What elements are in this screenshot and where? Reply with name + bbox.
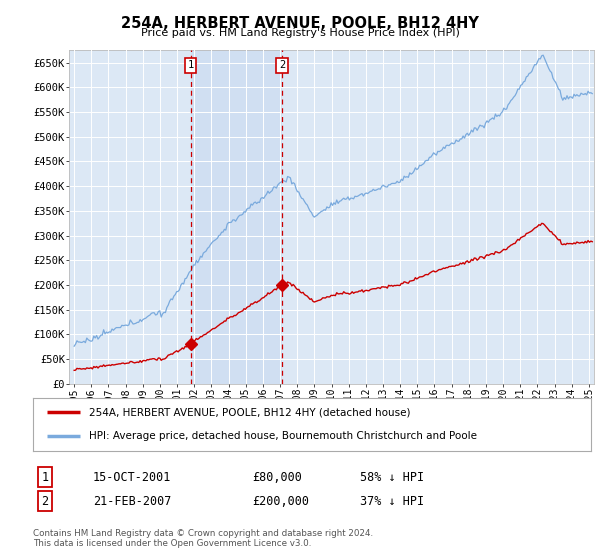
Text: 254A, HERBERT AVENUE, POOLE, BH12 4HY (detached house): 254A, HERBERT AVENUE, POOLE, BH12 4HY (d…: [89, 408, 410, 418]
Bar: [191, 50, 282, 384]
Text: 21-FEB-2007: 21-FEB-2007: [93, 494, 172, 508]
Text: This data is licensed under the Open Government Licence v3.0.: This data is licensed under the Open Gov…: [33, 539, 311, 548]
Text: Contains HM Land Registry data © Crown copyright and database right 2024.: Contains HM Land Registry data © Crown c…: [33, 529, 373, 538]
Text: £200,000: £200,000: [252, 494, 309, 508]
Text: Price paid vs. HM Land Registry's House Price Index (HPI): Price paid vs. HM Land Registry's House …: [140, 28, 460, 38]
Text: £80,000: £80,000: [252, 470, 302, 484]
Text: 58% ↓ HPI: 58% ↓ HPI: [360, 470, 424, 484]
Text: 2: 2: [41, 494, 49, 508]
Text: 254A, HERBERT AVENUE, POOLE, BH12 4HY: 254A, HERBERT AVENUE, POOLE, BH12 4HY: [121, 16, 479, 31]
Text: 1: 1: [188, 60, 194, 71]
Text: HPI: Average price, detached house, Bournemouth Christchurch and Poole: HPI: Average price, detached house, Bour…: [89, 431, 477, 441]
Text: 2: 2: [279, 60, 285, 71]
Text: 15-OCT-2001: 15-OCT-2001: [93, 470, 172, 484]
Text: 37% ↓ HPI: 37% ↓ HPI: [360, 494, 424, 508]
Text: 1: 1: [41, 470, 49, 484]
